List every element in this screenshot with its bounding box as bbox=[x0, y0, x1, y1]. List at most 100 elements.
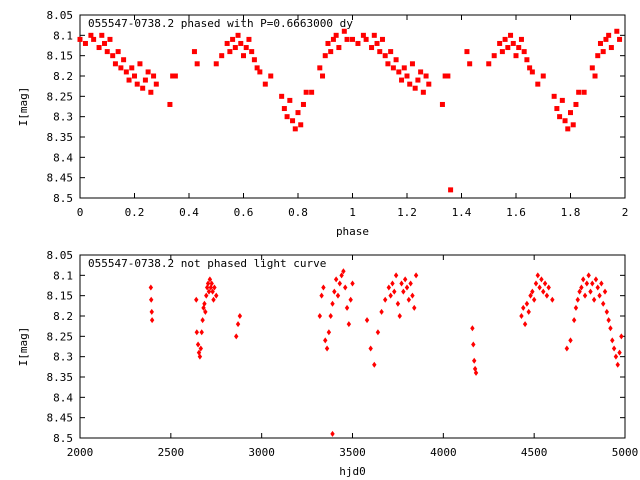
data-point bbox=[528, 292, 533, 299]
data-point bbox=[344, 36, 350, 42]
data-point bbox=[254, 65, 260, 71]
data-point bbox=[339, 272, 344, 279]
data-point bbox=[606, 317, 611, 324]
data-point bbox=[606, 32, 612, 38]
data-point bbox=[335, 292, 341, 299]
data-point bbox=[126, 77, 132, 83]
data-point bbox=[148, 89, 154, 95]
x-axis-label: phase bbox=[336, 225, 369, 238]
data-point bbox=[300, 101, 306, 107]
data-point bbox=[420, 89, 426, 95]
data-point bbox=[336, 45, 342, 51]
data-point bbox=[404, 284, 410, 291]
y-tick-label: 8.35 bbox=[47, 371, 74, 384]
data-point bbox=[140, 85, 146, 91]
data-point bbox=[603, 36, 609, 42]
data-point bbox=[355, 40, 361, 46]
data-point bbox=[541, 288, 546, 295]
data-point bbox=[402, 276, 408, 283]
x-tick-label: 3000 bbox=[248, 446, 275, 459]
data-point bbox=[577, 288, 582, 295]
data-point bbox=[199, 329, 204, 336]
data-point bbox=[611, 345, 617, 352]
data-point bbox=[170, 73, 176, 79]
data-point bbox=[524, 57, 530, 63]
x-tick-label: 0.6 bbox=[234, 206, 254, 219]
data-point bbox=[107, 36, 113, 42]
data-point bbox=[415, 77, 421, 83]
data-point bbox=[309, 89, 315, 95]
data-point bbox=[219, 53, 225, 59]
data-point bbox=[149, 308, 154, 315]
data-point bbox=[530, 288, 535, 295]
data-point bbox=[537, 284, 542, 291]
data-point bbox=[298, 122, 304, 128]
data-point bbox=[516, 45, 522, 51]
data-point bbox=[350, 36, 355, 42]
data-point bbox=[322, 53, 328, 59]
data-point bbox=[595, 53, 601, 59]
data-point bbox=[533, 280, 539, 287]
data-point bbox=[206, 288, 212, 295]
data-point bbox=[290, 118, 296, 124]
data-point bbox=[388, 49, 394, 55]
data-point bbox=[325, 40, 331, 46]
data-point bbox=[379, 308, 384, 315]
data-point bbox=[472, 357, 477, 364]
data-point bbox=[330, 300, 335, 307]
y-tick-label: 8.4 bbox=[53, 391, 73, 404]
data-point bbox=[423, 73, 429, 79]
data-point bbox=[211, 296, 216, 303]
data-point bbox=[576, 89, 582, 95]
data-point bbox=[235, 32, 241, 38]
data-point bbox=[524, 300, 530, 307]
data-point bbox=[399, 280, 404, 287]
y-tick-label: 8.45 bbox=[47, 412, 74, 425]
data-point bbox=[330, 36, 336, 42]
y-tick-label: 8.15 bbox=[47, 50, 74, 63]
data-point bbox=[112, 61, 118, 67]
data-point bbox=[341, 28, 347, 34]
data-point bbox=[615, 361, 620, 368]
x-tick-label: 2000 bbox=[67, 446, 94, 459]
data-point bbox=[597, 40, 603, 46]
data-point bbox=[142, 77, 148, 83]
data-point bbox=[386, 284, 392, 291]
data-point bbox=[614, 28, 620, 34]
data-point bbox=[224, 40, 230, 46]
data-point bbox=[590, 280, 595, 287]
data-point bbox=[214, 292, 219, 299]
data-point bbox=[573, 304, 579, 311]
data-point bbox=[508, 32, 514, 38]
data-point bbox=[613, 353, 619, 360]
data-point bbox=[464, 49, 470, 55]
data-point bbox=[573, 101, 579, 107]
data-point bbox=[592, 73, 598, 79]
data-point bbox=[82, 40, 88, 46]
x-tick-label: 2500 bbox=[158, 446, 185, 459]
x-tick-label: 0.4 bbox=[179, 206, 199, 219]
data-point bbox=[407, 81, 413, 87]
data-point bbox=[593, 276, 599, 283]
data-point bbox=[137, 61, 143, 67]
data-point bbox=[531, 296, 537, 303]
data-point bbox=[401, 288, 406, 295]
data-point bbox=[527, 65, 533, 71]
data-point bbox=[526, 308, 531, 315]
x-tick-label: 1.8 bbox=[561, 206, 581, 219]
data-point bbox=[205, 280, 211, 287]
data-point bbox=[442, 73, 448, 79]
data-point bbox=[542, 280, 548, 287]
data-point bbox=[238, 40, 244, 46]
data-point bbox=[207, 276, 213, 283]
data-point bbox=[599, 280, 604, 287]
data-point bbox=[151, 73, 157, 79]
data-point bbox=[518, 36, 524, 42]
data-point bbox=[350, 280, 355, 287]
data-point bbox=[202, 300, 207, 307]
data-point bbox=[571, 317, 577, 324]
data-point bbox=[134, 81, 140, 87]
data-point bbox=[371, 32, 377, 38]
y-tick-label: 8.2 bbox=[53, 70, 73, 83]
data-point bbox=[320, 73, 326, 79]
